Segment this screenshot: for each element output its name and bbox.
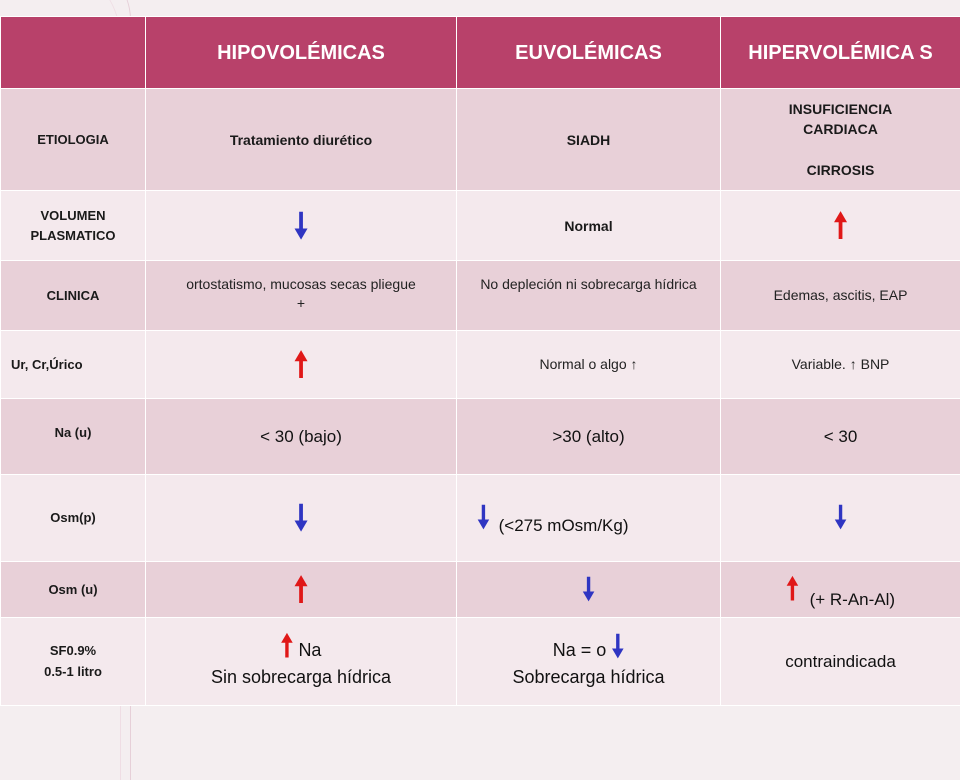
arrow-down-icon: 🠗 [582, 575, 595, 605]
cell-text: Sobrecarga hídrica [463, 664, 714, 691]
cell-text: (+ R-An-Al) [810, 590, 895, 609]
cell-hiper: INSUFICIENCIA CARDIACA CIRROSIS [721, 89, 960, 191]
cell-eu: SIADH [457, 89, 721, 191]
cell-text: Na = o [553, 640, 607, 660]
cell-hipo: < 30 (bajo) [146, 399, 457, 475]
label-line: PLASMATICO [7, 226, 139, 246]
arrow-down-icon: 🠗 [611, 632, 624, 662]
cell-hipo: 🠕 [146, 562, 457, 618]
cell-hiper: contraindicada [721, 618, 960, 706]
header-row: HIPOVOLÉMICAS EUVOLÉMICAS HIPERVOLÉMICA … [1, 17, 960, 89]
cell-eu: No depleción ni sobrecarga hídrica [457, 261, 721, 331]
comparison-table: HIPOVOLÉMICAS EUVOLÉMICAS HIPERVOLÉMICA … [0, 16, 960, 706]
cell-eu: >30 (alto) [457, 399, 721, 475]
row-label: Osm(p) [1, 475, 146, 562]
cell-text: INSUFICIENCIA CARDIACA [751, 99, 930, 140]
row-label: Osm (u) [1, 562, 146, 618]
row-osm-u: Osm (u) 🠕 🠗 🠕 (+ R-An-Al) [1, 562, 960, 618]
cell-hiper: Edemas, ascitis, EAP [721, 261, 960, 331]
arrow-down-icon: 🠗 [294, 501, 309, 535]
label-line: VOLUMEN [7, 206, 139, 226]
cell-line: 🠕 Na [152, 632, 450, 664]
arrow-up-icon: 🠕 [786, 575, 799, 605]
cell-hiper: 🠕 (+ R-An-Al) [721, 562, 960, 618]
row-na-u: Na (u) < 30 (bajo) >30 (alto) < 30 [1, 399, 960, 475]
cell-eu: 🠗 [457, 562, 721, 618]
cell-text: Sin sobrecarga hídrica [152, 664, 450, 691]
cell-line: Na = o 🠗 [463, 632, 714, 664]
cell-eu: 🠗 (<275 mOsm/Kg) [457, 475, 721, 562]
row-urico: Ur, Cr,Úrico 🠕 Normal o algo ↑ Variable.… [1, 331, 960, 399]
cell-hipo: 🠗 [146, 475, 457, 562]
slide: HIPOVOLÉMICAS EUVOLÉMICAS HIPERVOLÉMICA … [0, 0, 960, 720]
cell-eu: Normal o algo ↑ [457, 331, 721, 399]
header-hipovolemicas: HIPOVOLÉMICAS [146, 17, 457, 89]
row-volumen: VOLUMEN PLASMATICO 🠗 Normal 🠕 [1, 191, 960, 261]
cell-text: (<275 mOsm/Kg) [499, 516, 629, 535]
cell-hipo: ortostatismo, mucosas secas pliegue + [146, 261, 457, 331]
row-label: Na (u) [1, 399, 146, 475]
header-euvolemicas: EUVOLÉMICAS [457, 17, 721, 89]
cell-hipo: 🠕 [146, 331, 457, 399]
row-label: Ur, Cr,Úrico [1, 331, 146, 399]
arrow-down-icon: 🠗 [294, 209, 309, 243]
header-hipervolemicas: HIPERVOLÉMICA S [721, 17, 960, 89]
arrow-down-icon: 🠗 [834, 503, 847, 533]
cell-hipo: 🠗 [146, 191, 457, 261]
cell-text: CIRROSIS [751, 160, 930, 180]
arrow-up-icon: 🠕 [281, 632, 294, 662]
row-osm-p: Osm(p) 🠗 🠗 (<275 mOsm/Kg) 🠗 [1, 475, 960, 562]
cell-hiper: 🠕 [721, 191, 960, 261]
row-label: ETIOLOGIA [1, 89, 146, 191]
cell-hipo: 🠕 Na Sin sobrecarga hídrica [146, 618, 457, 706]
row-label: SF0.9% 0.5-1 litro [1, 618, 146, 706]
cell-eu: Na = o 🠗 Sobrecarga hídrica [457, 618, 721, 706]
cell-text: Na [298, 640, 321, 660]
cell-hiper: Variable. ↑ BNP [721, 331, 960, 399]
label-line: 0.5-1 litro [7, 662, 139, 683]
label-line: SF0.9% [7, 641, 139, 662]
cell-hiper: < 30 [721, 399, 960, 475]
arrow-up-icon: 🠕 [833, 209, 848, 243]
row-etiologia: ETIOLOGIA Tratamiento diurético SIADH IN… [1, 89, 960, 191]
row-label: VOLUMEN PLASMATICO [1, 191, 146, 261]
row-label: CLINICA [1, 261, 146, 331]
arrow-down-icon: 🠗 [477, 503, 490, 533]
row-clinica: CLINICA ortostatismo, mucosas secas plie… [1, 261, 960, 331]
arrow-up-icon: 🠕 [294, 348, 309, 382]
cell-eu: Normal [457, 191, 721, 261]
cell-hipo: Tratamiento diurético [146, 89, 457, 191]
row-sf: SF0.9% 0.5-1 litro 🠕 Na Sin sobrecarga h… [1, 618, 960, 706]
header-empty-cell [1, 17, 146, 89]
arrow-up-icon: 🠕 [294, 573, 309, 607]
cell-hiper: 🠗 [721, 475, 960, 562]
